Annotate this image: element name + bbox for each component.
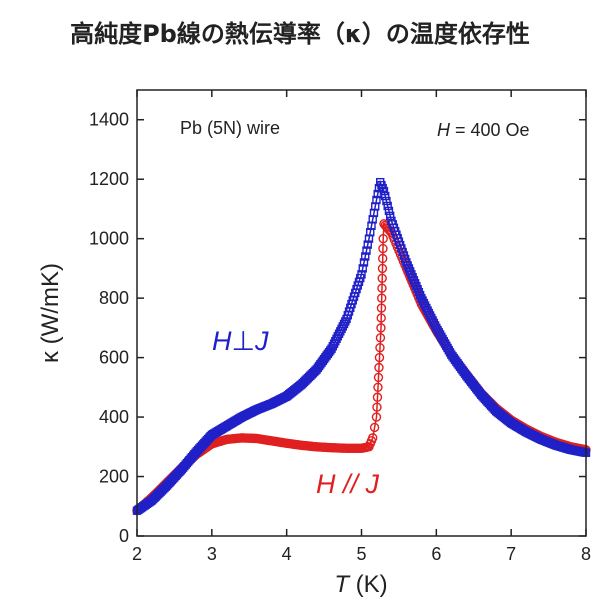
data-point: [377, 293, 387, 303]
data-point: [383, 201, 392, 211]
data-point: [371, 412, 382, 422]
data-point: [339, 319, 349, 329]
data-point: [382, 196, 391, 206]
data-point: [372, 392, 383, 402]
y-tick-label: 1400: [89, 110, 129, 130]
data-point: [358, 264, 367, 273]
series-line: [136, 221, 587, 512]
data-point: [363, 240, 372, 249]
series-label-par: H // J: [316, 469, 380, 499]
data-point: [341, 317, 350, 326]
data-point: [378, 233, 388, 244]
series-label-par-op: //: [336, 469, 366, 499]
field-label: H = 400 Oe: [437, 120, 530, 140]
data-point: [373, 382, 383, 393]
x-axis-unit: (K): [349, 571, 388, 598]
data-point: [377, 273, 387, 284]
y-tick-label: 0: [119, 526, 129, 546]
sample-label: Pb (5N) wire: [180, 118, 280, 138]
data-point: [368, 433, 378, 443]
data-point: [377, 283, 387, 293]
series-label-perp-op: ⊥: [232, 326, 256, 356]
data-point: [372, 195, 381, 205]
series-label-par-var1: H: [316, 469, 336, 499]
data-point: [380, 191, 390, 201]
data-point: [373, 372, 384, 383]
chart-title: 高純度Pb線の熱伝導率（κ）の温度依存性: [70, 20, 530, 48]
x-axis-title: T (K): [334, 571, 387, 598]
x-tick-label: 8: [581, 544, 591, 564]
y-tick-label: 1000: [89, 229, 129, 249]
y-tick-label: 400: [99, 407, 129, 427]
series-label-perp-var1: H: [212, 326, 232, 356]
series-label-perp-var2: J: [254, 326, 269, 356]
data-point: [372, 402, 382, 412]
x-tick-label: 7: [506, 544, 516, 564]
data-point: [385, 211, 395, 221]
y-tick-label: 200: [99, 467, 129, 487]
series-label-par-var2: J: [365, 469, 380, 499]
y-axis-title: κ (W/mK): [37, 263, 64, 363]
field-var: H: [437, 120, 451, 140]
y-tick-label: 800: [99, 288, 129, 308]
data-point: [376, 313, 386, 323]
data-point: [376, 323, 386, 333]
y-tick-label: 1200: [89, 169, 129, 189]
data-point: [359, 258, 369, 267]
ticks-layer: 2 3 4 5 6 7 8 0 200 400 600 800 1000 1200 1400: [89, 90, 591, 564]
data-point: [378, 253, 388, 264]
data-point: [375, 342, 385, 353]
data-point: [361, 252, 370, 261]
data-point: [377, 263, 388, 274]
series-line: [136, 179, 587, 512]
x-tick-label: 5: [356, 544, 366, 564]
data-point: [375, 333, 386, 343]
data-point: [379, 186, 389, 196]
data-point: [384, 206, 394, 216]
series-1: [132, 177, 591, 515]
data-point: [369, 422, 380, 433]
data-point: [362, 246, 371, 255]
x-tick-label: 4: [282, 544, 292, 564]
data-point: [376, 303, 387, 313]
x-axis-var: T: [334, 571, 351, 598]
series-label-perp: H⊥J: [212, 326, 269, 356]
x-tick-label: 3: [207, 544, 217, 564]
data-point: [357, 270, 366, 279]
y-tick-label: 600: [99, 348, 129, 368]
data-point: [378, 243, 388, 254]
data-point: [374, 362, 384, 373]
series-layer: [132, 177, 591, 516]
x-tick-label: 6: [431, 544, 441, 564]
field-value: = 400 Oe: [450, 120, 530, 140]
x-tick-label: 2: [132, 544, 142, 564]
data-point: [374, 352, 385, 363]
